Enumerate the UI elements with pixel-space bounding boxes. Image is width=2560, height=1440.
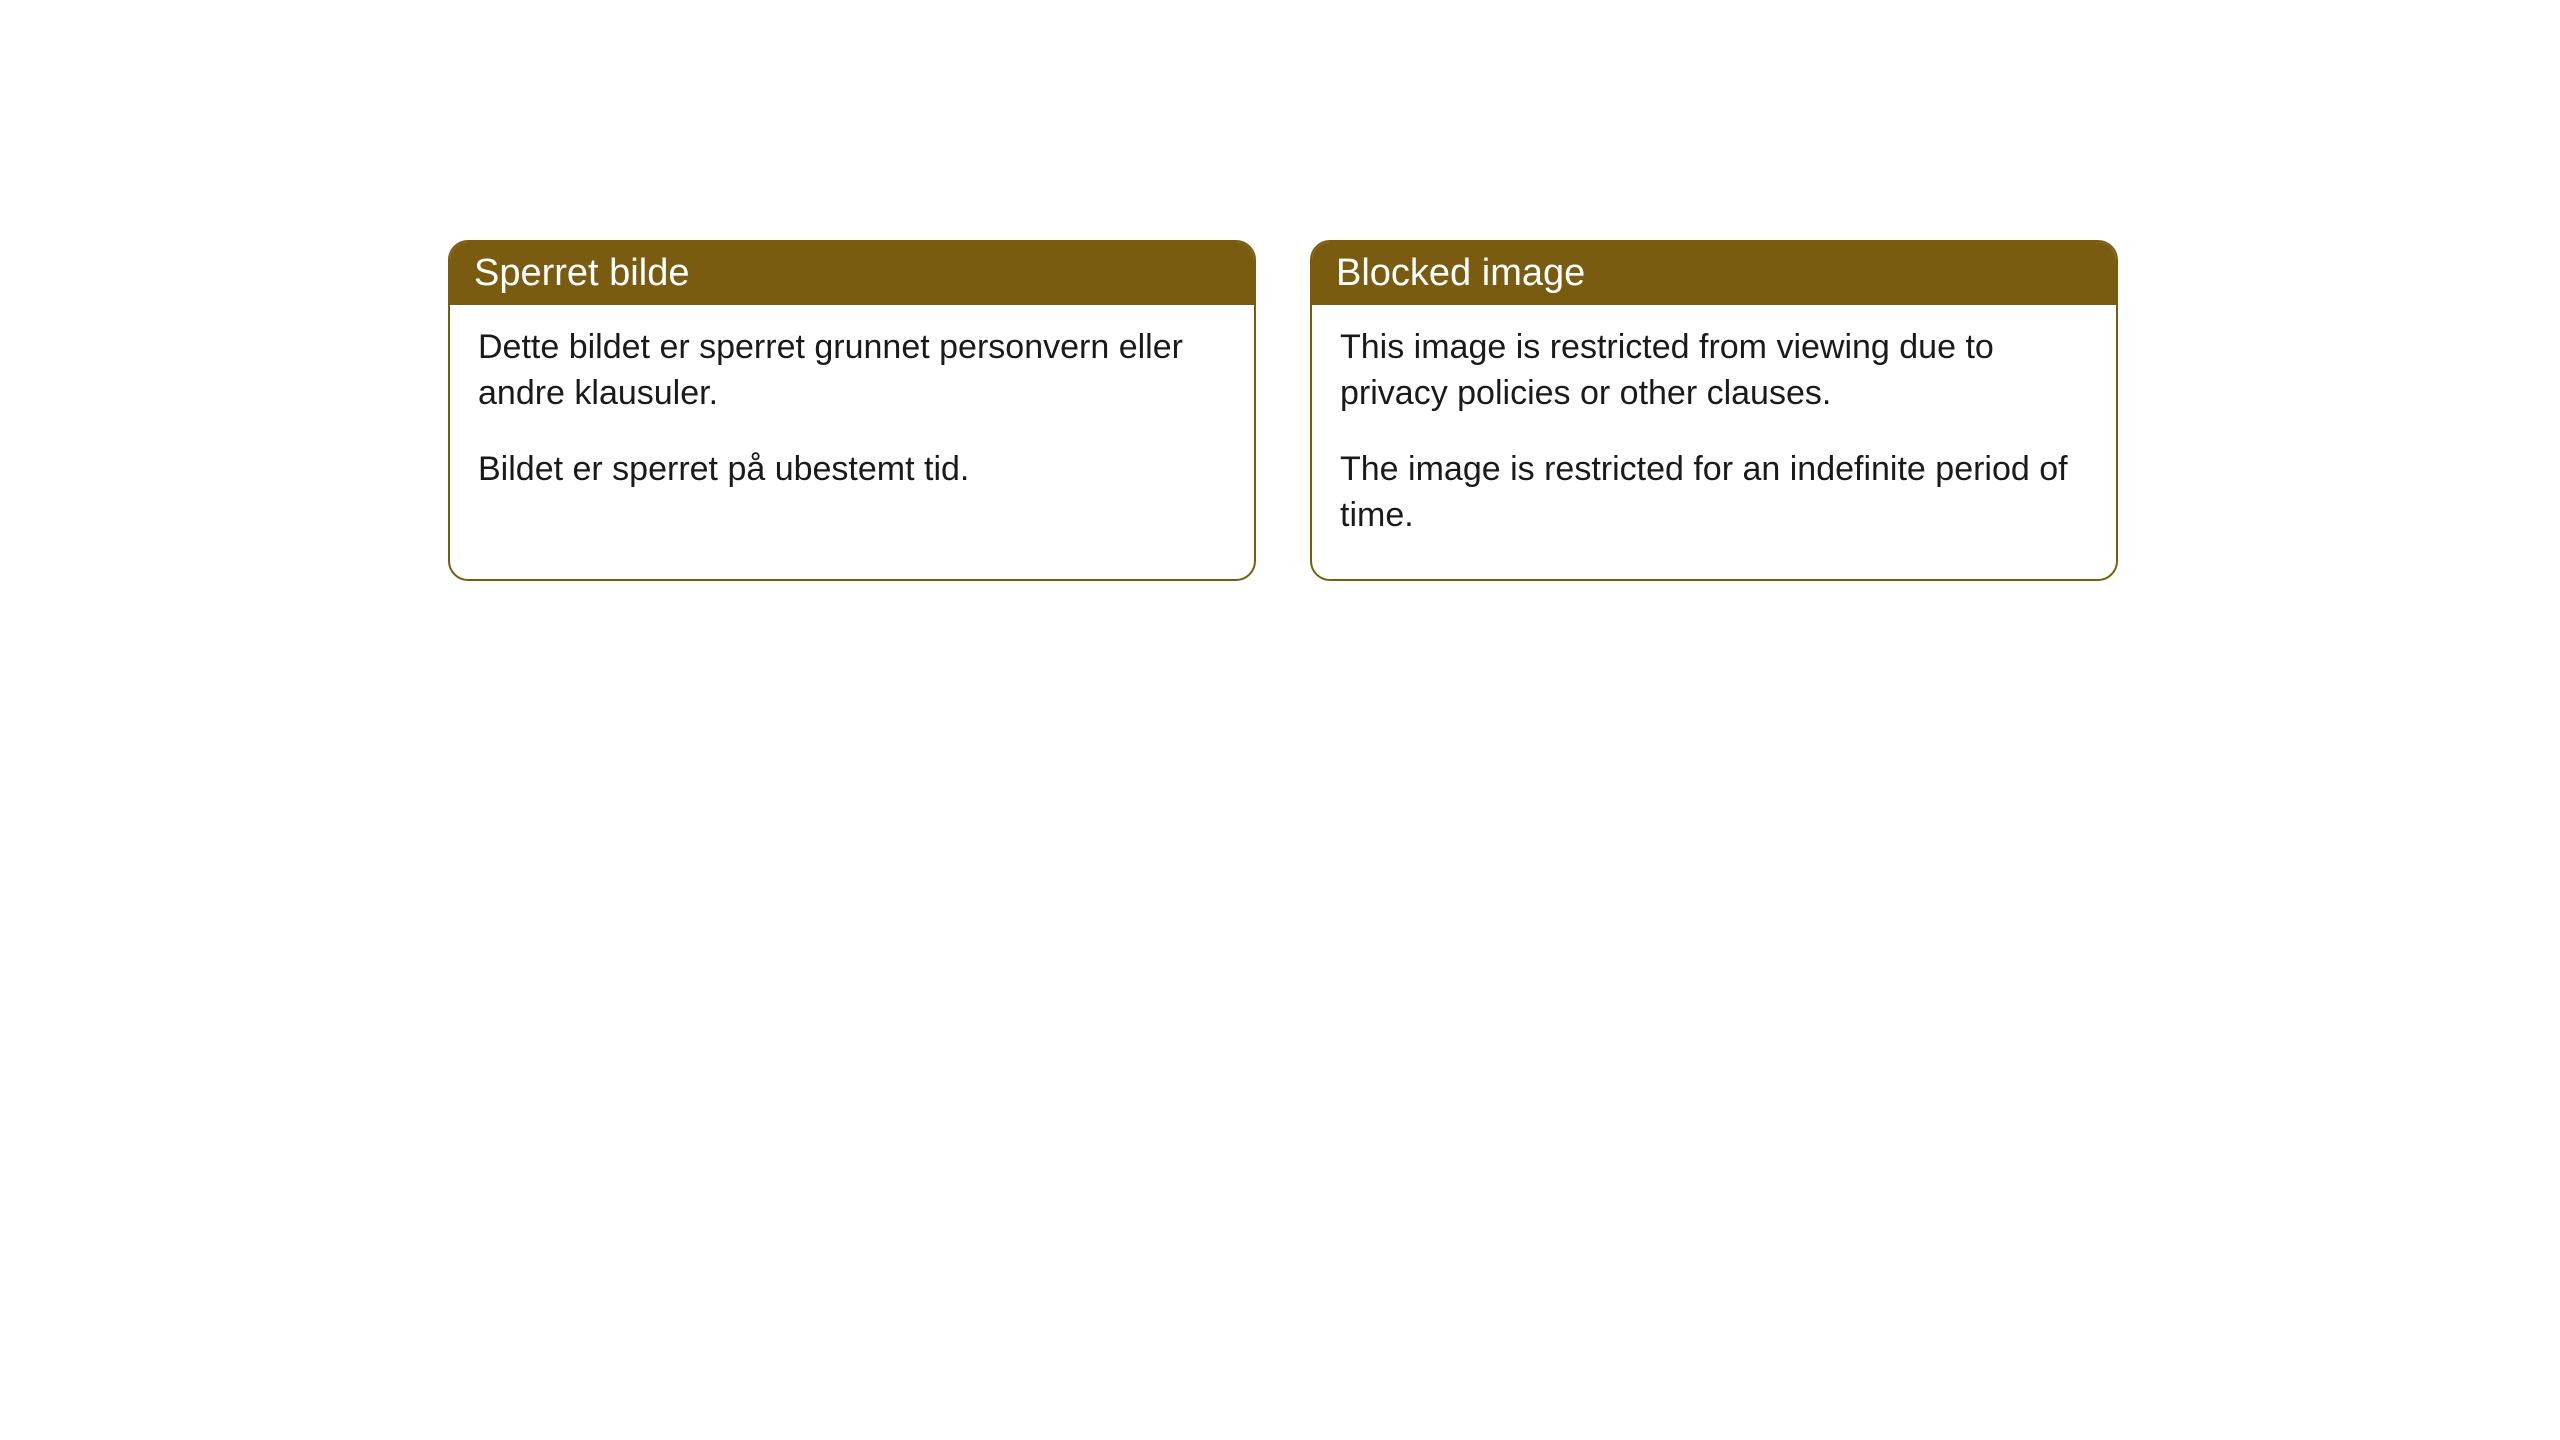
card-header-norwegian: Sperret bilde xyxy=(450,242,1254,305)
card-paragraph-1-norwegian: Dette bildet er sperret grunnet personve… xyxy=(478,325,1226,417)
blocked-image-card-english: Blocked image This image is restricted f… xyxy=(1310,240,2118,581)
notice-cards-container: Sperret bilde Dette bildet er sperret gr… xyxy=(448,240,2118,581)
card-body-english: This image is restricted from viewing du… xyxy=(1312,305,2116,579)
card-title-english: Blocked image xyxy=(1336,252,1585,294)
blocked-image-card-norwegian: Sperret bilde Dette bildet er sperret gr… xyxy=(448,240,1256,581)
card-header-english: Blocked image xyxy=(1312,242,2116,305)
card-body-norwegian: Dette bildet er sperret grunnet personve… xyxy=(450,305,1254,533)
card-title-norwegian: Sperret bilde xyxy=(474,252,689,294)
card-paragraph-2-norwegian: Bildet er sperret på ubestemt tid. xyxy=(478,447,1226,493)
card-paragraph-2-english: The image is restricted for an indefinit… xyxy=(1340,447,2088,539)
card-paragraph-1-english: This image is restricted from viewing du… xyxy=(1340,325,2088,417)
